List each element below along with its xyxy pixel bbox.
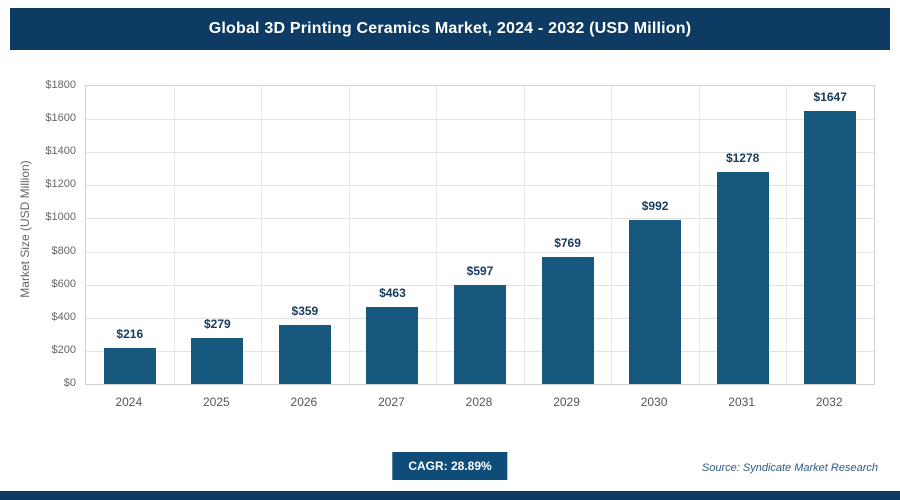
- v-gridline: [348, 86, 350, 384]
- x-tick-label-2027: 2027: [378, 395, 405, 409]
- y-tick-label: $800: [51, 244, 76, 257]
- bar-2030: [629, 219, 682, 384]
- h-gridline: [86, 185, 874, 187]
- bar-value-label: $769: [554, 235, 581, 250]
- v-gridline: [436, 86, 438, 384]
- v-gridline: [261, 86, 263, 384]
- h-gridline: [86, 251, 874, 253]
- y-tick-label: $0: [63, 377, 76, 389]
- y-tick-label: $1800: [45, 79, 76, 91]
- source-attribution: Source: Syndicate Market Research: [701, 462, 878, 474]
- chart: Market Size (USD Million) $216 $279 $359 $4…: [0, 62, 900, 434]
- x-tick-label-2030: 2030: [640, 395, 668, 409]
- bar-value-label: $216: [116, 327, 144, 342]
- x-tick-label-2026: 2026: [290, 395, 318, 409]
- h-gridline: [86, 284, 874, 286]
- h-gridline: [86, 152, 874, 154]
- y-tick-label: $1600: [45, 112, 76, 125]
- y-tick-label: $600: [51, 277, 76, 290]
- bar-value-label: $1647: [813, 90, 847, 105]
- bar-2028: [454, 285, 506, 384]
- bar-2026: [278, 324, 331, 384]
- bar-value-label: $279: [203, 316, 231, 331]
- y-tick-label: $1200: [45, 178, 76, 191]
- bar-value-label: $992: [641, 198, 669, 213]
- bar-value-label: $359: [291, 303, 319, 318]
- bar-2027: [366, 307, 419, 384]
- x-tick-label-2028: 2028: [465, 395, 493, 409]
- cagr-badge: CAGR: 28.89%: [392, 452, 508, 480]
- x-tick-label-2029: 2029: [553, 395, 580, 409]
- v-gridline: [523, 86, 525, 384]
- y-tick-label: $200: [51, 343, 76, 356]
- y-tick-label: $400: [51, 310, 76, 323]
- h-gridline: [86, 119, 874, 121]
- bar-value-label: $597: [466, 264, 494, 279]
- chart-title-bar: Global 3D Printing Ceramics Market, 2024…: [10, 8, 890, 50]
- bar-2032: [804, 111, 857, 384]
- x-tick-label-2024: 2024: [115, 395, 143, 409]
- bottom-accent-bar: [0, 491, 900, 500]
- y-tick-label: $1000: [45, 211, 76, 224]
- y-tick-label: $1400: [45, 145, 76, 158]
- v-gridline: [698, 86, 700, 384]
- v-gridline: [173, 86, 175, 384]
- bar-2025: [191, 337, 244, 384]
- chart-title: Global 3D Printing Ceramics Market, 2024…: [208, 20, 692, 37]
- h-gridline: [86, 218, 874, 220]
- x-tick-label-2031: 2031: [728, 395, 755, 409]
- v-gridline: [611, 86, 613, 384]
- x-tick-label-2032: 2032: [815, 395, 843, 409]
- bar-2024: [103, 348, 156, 384]
- bar-value-label: $1278: [725, 151, 760, 166]
- x-tick-label-2025: 2025: [202, 395, 230, 409]
- plot-area: $216 $279 $359 $463 $597 $769 $992 $1278 $1647: [85, 85, 875, 385]
- bar-2029: [541, 256, 594, 384]
- bar-value-label: $463: [379, 286, 406, 301]
- v-gridline: [786, 86, 788, 384]
- bar-2031: [716, 172, 769, 384]
